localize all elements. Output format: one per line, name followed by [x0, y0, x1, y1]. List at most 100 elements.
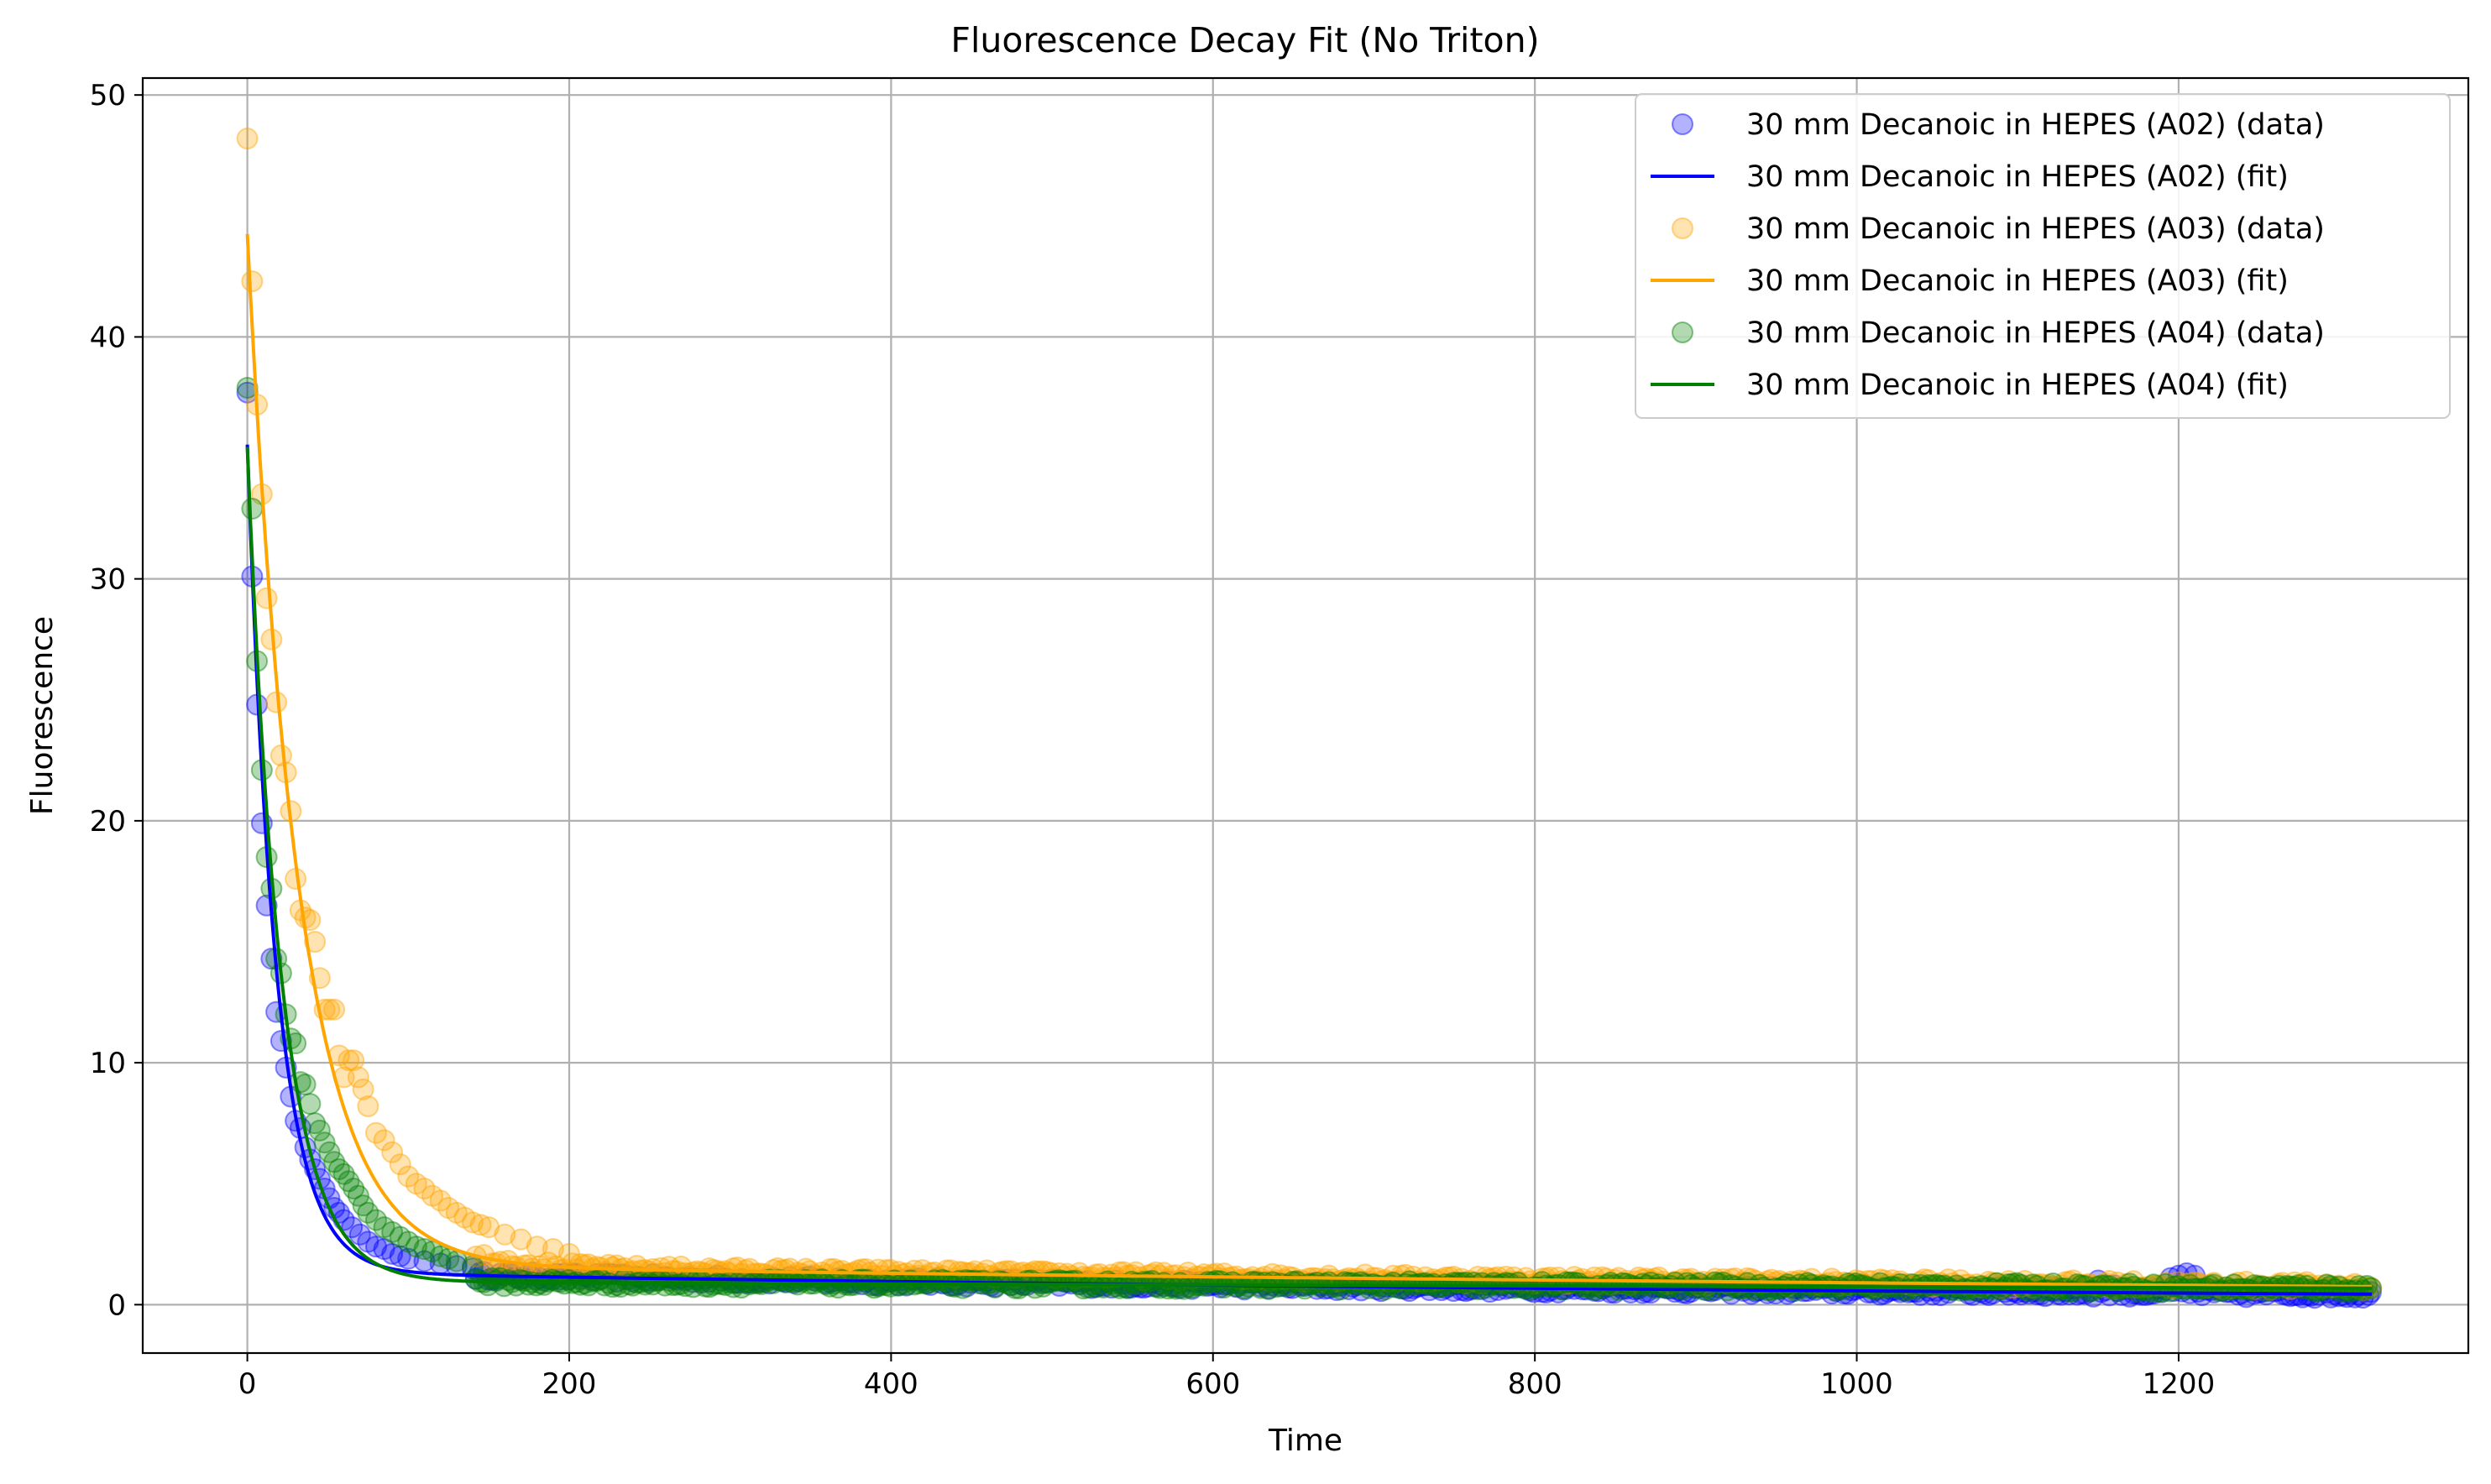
data-point — [553, 1258, 576, 1281]
data-point — [541, 1268, 563, 1291]
data-point — [347, 1066, 369, 1089]
data-point — [236, 128, 259, 150]
axes-frame — [141, 76, 2470, 1355]
legend-label: 30 mm Decanoic in HEPES (A03) (fit) — [1746, 264, 2289, 298]
data-point — [478, 1216, 500, 1239]
data-point — [594, 1274, 616, 1297]
data-point — [405, 1236, 427, 1258]
legend-label: 30 mm Decanoic in HEPES (A03) (data) — [1746, 212, 2325, 246]
data-point — [357, 1231, 379, 1253]
data-point — [357, 1095, 379, 1117]
data-point — [397, 1165, 420, 1188]
data-point — [323, 1151, 346, 1173]
y-tick-label: 40 — [90, 321, 126, 354]
data-point — [533, 1273, 556, 1296]
data-point — [327, 1157, 350, 1180]
data-point — [352, 1078, 374, 1100]
data-point — [549, 1268, 572, 1291]
data-point — [236, 376, 259, 399]
data-point — [397, 1247, 420, 1270]
data-point — [542, 1238, 564, 1261]
legend: 30 mm Decanoic in HEPES (A02) (data) 30 m… — [1635, 93, 2451, 419]
data-point — [453, 1206, 476, 1229]
data-point — [461, 1257, 484, 1280]
data-point — [343, 1178, 365, 1199]
data-point — [389, 1153, 411, 1176]
legend-box — [1635, 93, 2451, 419]
data-point — [517, 1273, 540, 1296]
data-point — [654, 1274, 677, 1297]
fit-line-2 — [245, 233, 2373, 1288]
data-point — [510, 1228, 532, 1251]
data-point — [526, 1236, 548, 1258]
y-tick-label: 20 — [90, 805, 126, 839]
data-point — [405, 1173, 427, 1195]
legend-label: 30 mm Decanoic in HEPES (A04) (data) — [1746, 316, 2325, 350]
data-point — [364, 1236, 387, 1258]
fit-line-3 — [245, 447, 2373, 1290]
x-tick-label: 1000 — [1820, 1367, 1893, 1401]
data-point — [557, 1269, 580, 1292]
data-point — [413, 1238, 436, 1261]
data-point — [461, 1211, 484, 1234]
chart-title: Fluorescence Decay Fit (No Triton) — [950, 20, 1539, 60]
data-point — [341, 1216, 364, 1239]
data-point — [621, 1274, 644, 1297]
legend-label: 30 mm Decanoic in HEPES (A02) (fit) — [1746, 160, 2289, 194]
data-point — [381, 1220, 404, 1243]
data-point — [494, 1223, 516, 1246]
data-point — [569, 1273, 592, 1296]
legend-label: 30 mm Decanoic in HEPES (A04) (fit) — [1746, 368, 2289, 402]
data-point — [357, 1201, 379, 1224]
data-point — [429, 1245, 452, 1267]
data-point — [389, 1225, 411, 1248]
data-point — [364, 1209, 387, 1231]
y-tick-label: 30 — [90, 563, 126, 597]
data-point — [338, 1170, 360, 1193]
data-point — [693, 1275, 716, 1298]
data-point — [421, 1240, 444, 1262]
data-point — [332, 1163, 355, 1185]
data-point — [364, 1121, 387, 1144]
legend-marker — [1672, 217, 1693, 239]
data-point — [338, 1049, 360, 1072]
fit-line-1 — [245, 444, 2373, 1296]
x-tick-label: 0 — [238, 1367, 257, 1401]
legend-marker — [1672, 321, 1693, 343]
data-point — [397, 1231, 420, 1253]
y-axis-label: Fluorescence — [25, 616, 60, 815]
data-point — [241, 270, 264, 293]
data-point — [605, 1274, 628, 1297]
data-point — [323, 998, 346, 1021]
data-point — [373, 1216, 395, 1239]
legend-label: 30 mm Decanoic in HEPES (A02) (data) — [1746, 108, 2325, 142]
x-tick-label: 1200 — [2143, 1367, 2216, 1401]
data-point — [674, 1275, 697, 1298]
x-axis-label: Time — [1268, 1424, 1342, 1458]
data-point — [489, 1262, 511, 1285]
data-point — [373, 1129, 395, 1152]
data-point — [573, 1254, 596, 1277]
data-point — [445, 1201, 468, 1224]
data-point — [429, 1189, 452, 1212]
data-point — [541, 1268, 563, 1291]
plot-area — [236, 128, 2383, 1309]
data-point — [437, 1197, 460, 1220]
data-point — [347, 1184, 369, 1207]
data-point — [255, 587, 278, 609]
data-point — [525, 1268, 547, 1291]
data-point — [241, 498, 264, 520]
data-point — [557, 1242, 580, 1265]
data-point — [381, 1242, 404, 1265]
ticks: 0 200 400 600 800 1000 1200 0 10 20 30 40 50 — [90, 79, 2215, 1401]
data-point — [308, 1119, 331, 1142]
x-tick-label: 200 — [542, 1367, 597, 1401]
data-point — [381, 1141, 404, 1163]
data-point — [581, 1269, 604, 1292]
grid — [143, 78, 2468, 1353]
data-point — [318, 1141, 341, 1163]
data-point — [577, 1274, 599, 1297]
data-point — [373, 1238, 395, 1261]
data-point — [413, 1178, 436, 1199]
